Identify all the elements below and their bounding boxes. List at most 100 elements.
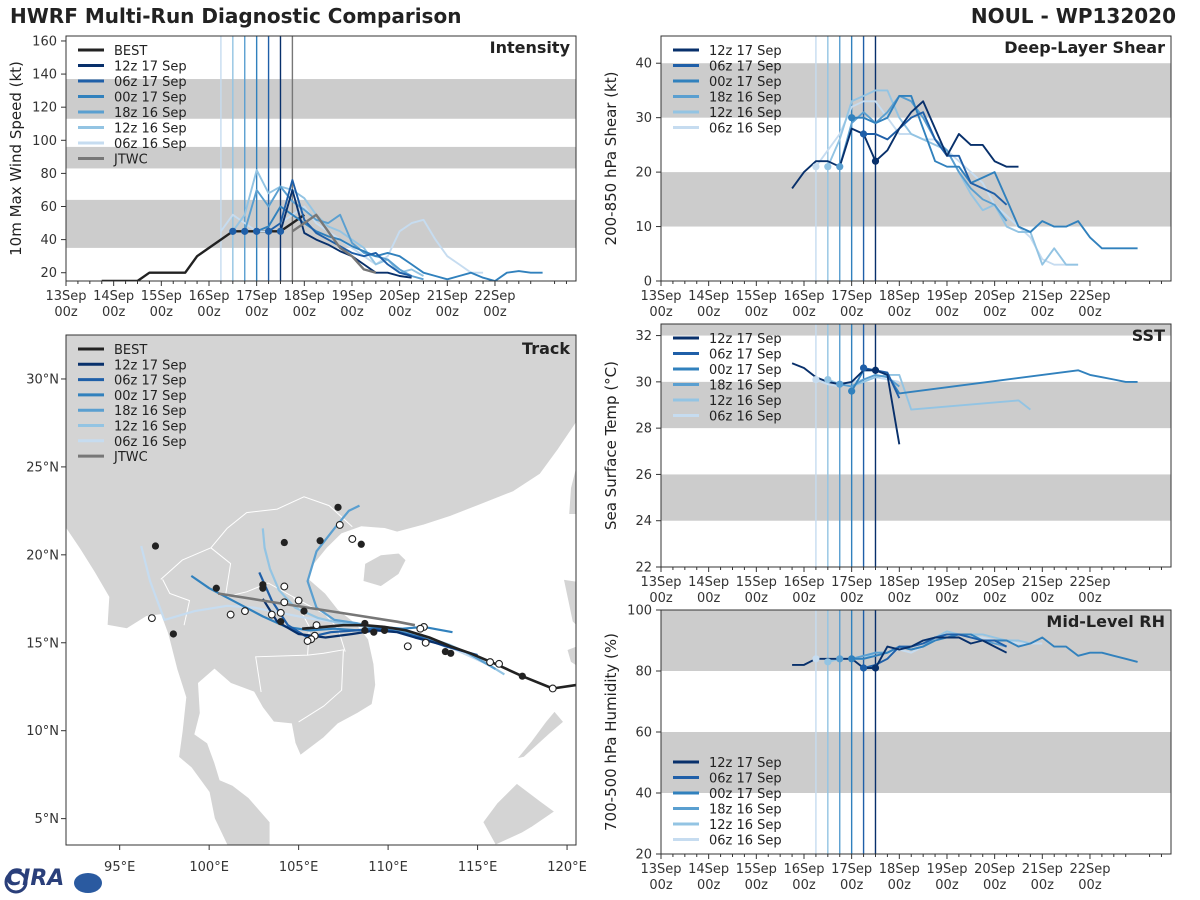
x-tick-label: 21Sep	[427, 289, 468, 304]
legend-label: 06z 17 Sep	[709, 60, 782, 75]
y-tick-label: 80	[635, 665, 652, 680]
y-tick-label: 40	[635, 57, 652, 72]
legend-label: 00z 17 Sep	[709, 75, 782, 90]
x-tick-label: 00z	[1078, 591, 1102, 606]
series-line-06z-17-sep	[863, 367, 901, 399]
x-tick-label: 17Sep	[831, 289, 872, 304]
track-point-filled	[361, 626, 369, 635]
init-marker	[836, 380, 844, 388]
track-point-open	[226, 610, 235, 619]
track-point-open	[416, 624, 425, 633]
init-marker	[871, 366, 880, 374]
panel-title: Deep-Layer Shear	[1004, 38, 1165, 57]
legend-label: JTWC	[113, 450, 148, 465]
x-tick-label: 18Sep	[284, 289, 325, 304]
legend-label: 06z 17 Sep	[114, 374, 187, 389]
x-tick-label: 19Sep	[926, 862, 967, 877]
x-tick-label: 21Sep	[1022, 862, 1063, 877]
x-tick-label: 14Sep	[93, 289, 134, 304]
x-tick-label: 00z	[197, 305, 221, 320]
init-marker	[264, 227, 273, 235]
x-tick-label: 120°E	[547, 860, 587, 875]
series-line-00z-17-sep	[851, 94, 1138, 250]
land-mass	[568, 466, 576, 515]
track-point-open	[495, 659, 504, 668]
init-marker	[836, 163, 844, 171]
x-tick-label: 22Sep	[474, 289, 515, 304]
legend-label: 18z 16 Sep	[114, 106, 187, 121]
x-tick-label: 00z	[792, 591, 816, 606]
shaded-band	[66, 79, 576, 119]
x-tick-label: 15Sep	[736, 575, 777, 590]
x-tick-label: 00z	[983, 878, 1007, 893]
series-line-jtwc	[291, 213, 377, 274]
track-point-open	[280, 582, 289, 591]
track-point-filled	[334, 503, 342, 511]
init-marker	[848, 655, 856, 663]
x-tick-label: 00z	[935, 305, 959, 320]
init-marker	[859, 364, 868, 372]
legend-label: 12z 17 Sep	[709, 332, 782, 347]
track-point-open	[486, 658, 495, 667]
legend-label: 00z 17 Sep	[114, 91, 187, 106]
legend-label: 12z 16 Sep	[114, 122, 187, 137]
y-tick-label: 20	[40, 266, 57, 281]
x-tick-label: 13Sep	[640, 862, 681, 877]
series-line-12z-17-sep	[791, 362, 901, 445]
legend-label: 06z 16 Sep	[114, 137, 187, 152]
legend-label: 06z 16 Sep	[709, 834, 782, 849]
init-marker	[241, 227, 249, 235]
legend-label: 12z 16 Sep	[114, 420, 187, 435]
y-tick-label: 140	[32, 68, 57, 83]
x-tick-label: 00z	[1078, 878, 1102, 893]
x-tick-label: 19Sep	[331, 289, 372, 304]
x-tick-label: 00z	[340, 305, 364, 320]
x-tick-label: 00z	[792, 305, 816, 320]
panel-title: Mid-Level RH	[1046, 612, 1165, 631]
panel-rh: 2040608010013Sep00z14Sep00z15Sep00z16Sep…	[602, 604, 1172, 893]
map-frame	[65, 334, 577, 846]
legend-label: 18z 16 Sep	[709, 803, 782, 818]
track-point-filled	[518, 672, 526, 680]
init-marker	[859, 664, 868, 672]
cira-logo-mark	[4, 870, 102, 894]
legend-label: 06z 17 Sep	[114, 75, 187, 90]
country-border	[298, 649, 344, 723]
series-line-18z-16-sep	[838, 94, 1008, 222]
y-tick-label: 22	[635, 561, 652, 576]
init-marker	[824, 375, 832, 384]
x-tick-label: 00z	[388, 305, 412, 320]
x-tick-label: 22Sep	[1069, 575, 1110, 590]
shaded-band	[66, 146, 576, 169]
legend-label: 06z 17 Sep	[709, 348, 782, 363]
logo-ring	[4, 870, 28, 894]
logo-globe	[74, 873, 102, 893]
panel-sst: 22242628303213Sep00z14Sep00z15Sep00z16Se…	[602, 323, 1172, 606]
legend-label: 18z 16 Sep	[709, 379, 782, 394]
y-tick-label: 20	[635, 848, 652, 863]
x-tick-label: 00z	[150, 305, 174, 320]
x-tick-label: 00z	[840, 591, 864, 606]
x-tick-label: 17Sep	[831, 862, 872, 877]
init-marker	[871, 157, 880, 165]
legend-label: 18z 16 Sep	[709, 91, 782, 106]
x-tick-label: 22Sep	[1069, 862, 1110, 877]
y-tick-label: 100	[32, 134, 57, 149]
y-tick-label: 30	[635, 111, 652, 126]
x-tick-label: 00z	[649, 878, 673, 893]
y-axis-label: 200-850 hPa Shear (kt)	[602, 72, 620, 246]
x-tick-label: 16Sep	[188, 289, 229, 304]
land-mass	[515, 710, 565, 760]
x-tick-label: 15Sep	[736, 289, 777, 304]
y-tick-label: 0	[644, 275, 652, 290]
y-axis-label: 700-500 hPa Humidity (%)	[602, 633, 620, 831]
x-tick-label: 100°E	[189, 860, 229, 875]
track-line-jtwc	[217, 592, 416, 627]
init-marker	[848, 387, 856, 395]
x-tick-label: 00z	[840, 305, 864, 320]
y-tick-label: 60	[40, 200, 57, 215]
track-point-open	[421, 638, 430, 647]
legend-label: 12z 16 Sep	[709, 818, 782, 833]
plot-area	[661, 36, 1171, 281]
